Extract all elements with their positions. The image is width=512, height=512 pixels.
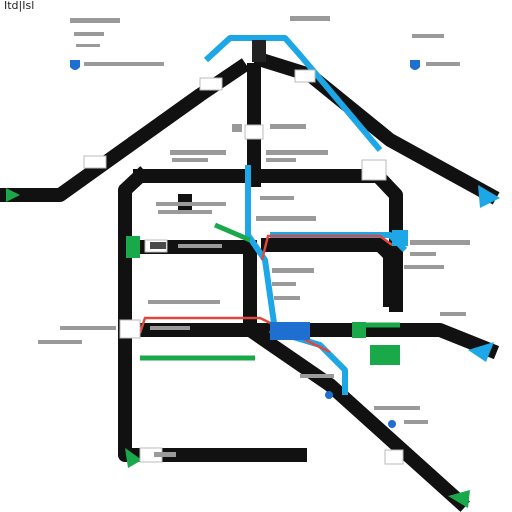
legend-icons <box>70 60 420 428</box>
station-right-roof <box>294 69 316 83</box>
pin-icon <box>325 391 333 399</box>
station-left-roof-2 <box>83 155 107 169</box>
terminal-left-green <box>6 188 20 202</box>
station-lower-center <box>270 322 310 340</box>
red-inner-box <box>260 234 393 261</box>
station-apex <box>252 40 266 62</box>
station-nodes <box>83 40 408 465</box>
terminal-bottom-left-green <box>125 448 142 468</box>
track-inner-box <box>261 238 397 307</box>
blue-vertical <box>245 165 278 331</box>
station-lower-node <box>352 322 366 338</box>
diagram-title: Itd|Isl <box>4 0 34 12</box>
shield-icon <box>70 60 80 70</box>
track-diagonal-lower <box>240 320 470 512</box>
terminal-bottom-right-green <box>448 490 470 508</box>
station-labels <box>38 16 470 457</box>
station-right-inner <box>392 230 408 246</box>
station-right-box <box>361 159 387 181</box>
station-left-upper <box>126 236 140 258</box>
station-left-lower <box>119 319 141 339</box>
terminal-lower-right-blue <box>468 342 494 362</box>
station-left-roof <box>199 77 223 91</box>
pin-icon <box>388 420 396 428</box>
track-roof-right <box>253 51 500 205</box>
terminal-right-blue <box>478 185 500 208</box>
station-trunk-mid <box>244 124 264 140</box>
green-branch <box>214 222 251 243</box>
station-lower-right <box>370 345 400 365</box>
blue-roof-arch <box>203 35 383 152</box>
shield-icon <box>410 60 420 70</box>
terminals <box>6 185 500 508</box>
track-lower-horizontal <box>118 323 500 360</box>
station-bottom-right <box>384 449 404 465</box>
track-house-top <box>133 169 403 312</box>
